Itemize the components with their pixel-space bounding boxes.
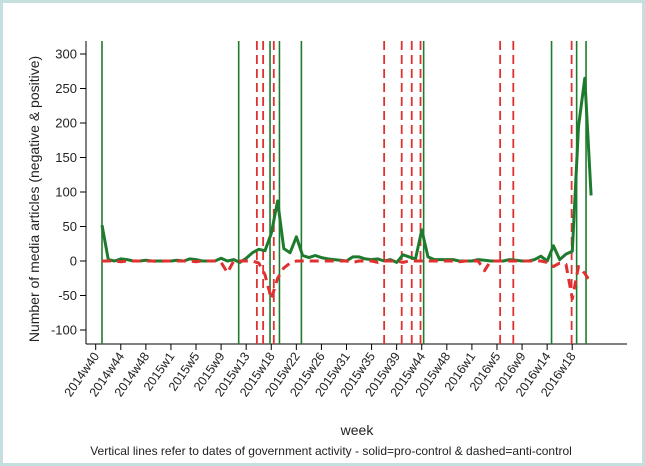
x-axis-title: week — [340, 422, 375, 438]
y-ticks: -100 -50 0 50 100 150 200 250 300 — [51, 47, 86, 338]
y-tick-label: 100 — [55, 185, 77, 200]
y-tick-label: 50 — [63, 219, 77, 234]
x-ticks: 2014w402014w442014w482015w12015w52015w92… — [62, 344, 579, 399]
y-tick-label: -50 — [58, 288, 77, 303]
y-tick-label: 200 — [55, 116, 77, 131]
line-chart: -100 -50 0 50 100 150 200 250 300 2014w402014w44… — [26, 41, 627, 458]
y-tick-label: 300 — [55, 47, 77, 62]
y-tick-label: 150 — [55, 150, 77, 165]
y-axis-title: Number of media articles (negative & pos… — [26, 56, 42, 342]
government-activity-lines — [101, 41, 587, 344]
y-tick-label: -100 — [51, 323, 77, 338]
y-tick-label: 0 — [70, 254, 77, 269]
chart-caption: Vertical lines refer to dates of governm… — [90, 444, 572, 458]
pro-control-series — [100, 76, 593, 264]
anti-control-series — [102, 259, 593, 301]
series-layer — [100, 76, 593, 301]
y-tick-label: 250 — [55, 81, 77, 96]
